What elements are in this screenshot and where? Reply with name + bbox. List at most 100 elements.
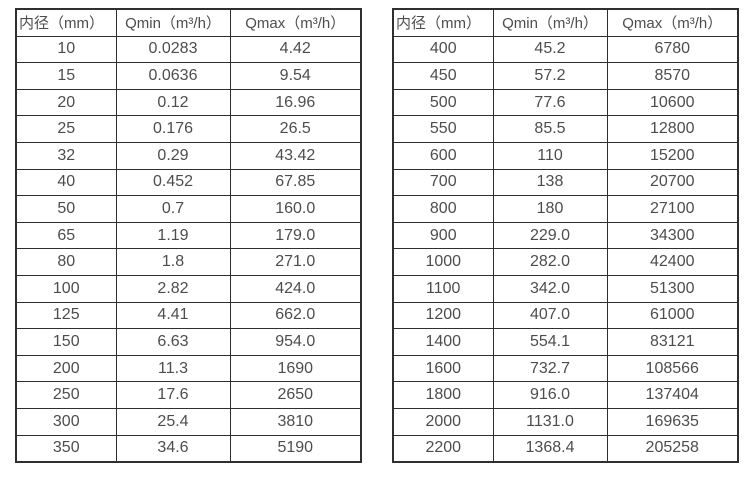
table-cell: 125 <box>15 301 117 330</box>
table-row: 1200 407.0 61000 <box>392 301 739 330</box>
table-cell: 160.0 <box>229 195 362 223</box>
table-cell: 342.0 <box>492 274 608 303</box>
table-row: 25 0.176 26.5 <box>15 115 362 143</box>
table-cell: 25 <box>15 115 117 143</box>
table-cell: 45.2 <box>492 35 608 64</box>
table-cell: 10 <box>15 35 117 64</box>
table-body: 10 0.0283 4.42 15 0.0636 9.54 20 0.12 16.96 25 0.1… <box>15 35 362 463</box>
table-cell: 0.176 <box>115 115 231 143</box>
table-cell: 150 <box>15 328 117 356</box>
table-cell: 229.0 <box>492 221 608 250</box>
table-cell: 1.8 <box>115 248 231 276</box>
table-cell: 15 <box>15 62 117 90</box>
table-cell: 83121 <box>606 328 739 356</box>
header-row: 内径（mm） Qmin（m³/h） Qmax（m³/h） <box>15 8 362 37</box>
table-cell: 3810 <box>229 407 362 436</box>
table-cell: 4.41 <box>115 301 231 330</box>
table-cell: 200 <box>15 354 117 383</box>
table-cell: 0.7 <box>115 195 231 223</box>
table-cell: 138 <box>492 168 608 197</box>
table-cell: 1200 <box>392 301 494 330</box>
table-cell: 300 <box>15 407 117 436</box>
table-row: 800 180 27100 <box>392 195 739 223</box>
table-cell: 17.6 <box>115 381 231 409</box>
table-cell: 25.4 <box>115 407 231 436</box>
table-cell: 15200 <box>606 141 739 170</box>
table-cell: 1131.0 <box>492 407 608 436</box>
table-cell: 800 <box>392 195 494 223</box>
table-row: 32 0.29 43.42 <box>15 141 362 170</box>
table-row: 2000 1131.0 169635 <box>392 407 739 436</box>
table-cell: 1.19 <box>115 221 231 250</box>
table-cell: 2.82 <box>115 274 231 303</box>
table-cell: 43.42 <box>229 141 362 170</box>
table-cell: 1100 <box>392 274 494 303</box>
table-cell: 916.0 <box>492 381 608 409</box>
table-cell: 6780 <box>606 35 739 64</box>
table-row: 65 1.19 179.0 <box>15 221 362 250</box>
table-cell: 65 <box>15 221 117 250</box>
header-qmin: Qmin（m³/h） <box>115 8 231 37</box>
table-cell: 900 <box>392 221 494 250</box>
table-cell: 2650 <box>229 381 362 409</box>
table-cell: 61000 <box>606 301 739 330</box>
table-cell: 26.5 <box>229 115 362 143</box>
table-cell: 77.6 <box>492 88 608 117</box>
table-cell: 27100 <box>606 195 739 223</box>
table-cell: 424.0 <box>229 274 362 303</box>
table-cell: 34300 <box>606 221 739 250</box>
table-cell: 0.0283 <box>115 35 231 64</box>
table-cell: 80 <box>15 248 117 276</box>
table-cell: 350 <box>15 434 117 463</box>
table-cell: 5190 <box>229 434 362 463</box>
table-row: 125 4.41 662.0 <box>15 301 362 330</box>
header-qmax: Qmax（m³/h） <box>606 8 739 37</box>
table-row: 1000 282.0 42400 <box>392 248 739 276</box>
table-cell: 1800 <box>392 381 494 409</box>
table-cell: 954.0 <box>229 328 362 356</box>
table-cell: 1690 <box>229 354 362 383</box>
table-cell: 180 <box>492 195 608 223</box>
table-header: 内径（mm） Qmin（m³/h） Qmax（m³/h） <box>15 8 362 37</box>
table-cell: 662.0 <box>229 301 362 330</box>
table-row: 150 6.63 954.0 <box>15 328 362 356</box>
table-cell: 20700 <box>606 168 739 197</box>
table-cell: 34.6 <box>115 434 231 463</box>
table-cell: 8570 <box>606 62 739 90</box>
table-cell: 400 <box>392 35 494 64</box>
table-cell: 85.5 <box>492 115 608 143</box>
table-cell: 4.42 <box>229 35 362 64</box>
table-cell: 600 <box>392 141 494 170</box>
table-cell: 110 <box>492 141 608 170</box>
table-cell: 42400 <box>606 248 739 276</box>
table-cell: 108566 <box>606 354 739 383</box>
table-row: 400 45.2 6780 <box>392 35 739 64</box>
table-cell: 1000 <box>392 248 494 276</box>
table-cell: 0.12 <box>115 88 231 117</box>
table-cell: 169635 <box>606 407 739 436</box>
table-cell: 500 <box>392 88 494 117</box>
table-cell: 100 <box>15 274 117 303</box>
table-cell: 1368.4 <box>492 434 608 463</box>
table-cell: 51300 <box>606 274 739 303</box>
table-cell: 554.1 <box>492 328 608 356</box>
table-cell: 50 <box>15 195 117 223</box>
table-row: 40 0.452 67.85 <box>15 168 362 197</box>
table-row: 1100 342.0 51300 <box>392 274 739 303</box>
table-row: 700 138 20700 <box>392 168 739 197</box>
table-cell: 700 <box>392 168 494 197</box>
table-row: 200 11.3 1690 <box>15 354 362 383</box>
table-row: 1600 732.7 108566 <box>392 354 739 383</box>
table-row: 15 0.0636 9.54 <box>15 62 362 90</box>
table-row: 1800 916.0 137404 <box>392 381 739 409</box>
table-cell: 250 <box>15 381 117 409</box>
table-cell: 271.0 <box>229 248 362 276</box>
header-qmax: Qmax（m³/h） <box>229 8 362 37</box>
table-cell: 57.2 <box>492 62 608 90</box>
table-body: 400 45.2 6780 450 57.2 8570 500 77.6 10600 550 85.… <box>392 35 739 463</box>
table-row: 300 25.4 3810 <box>15 407 362 436</box>
table-row: 900 229.0 34300 <box>392 221 739 250</box>
table-cell: 179.0 <box>229 221 362 250</box>
table-row: 1400 554.1 83121 <box>392 328 739 356</box>
